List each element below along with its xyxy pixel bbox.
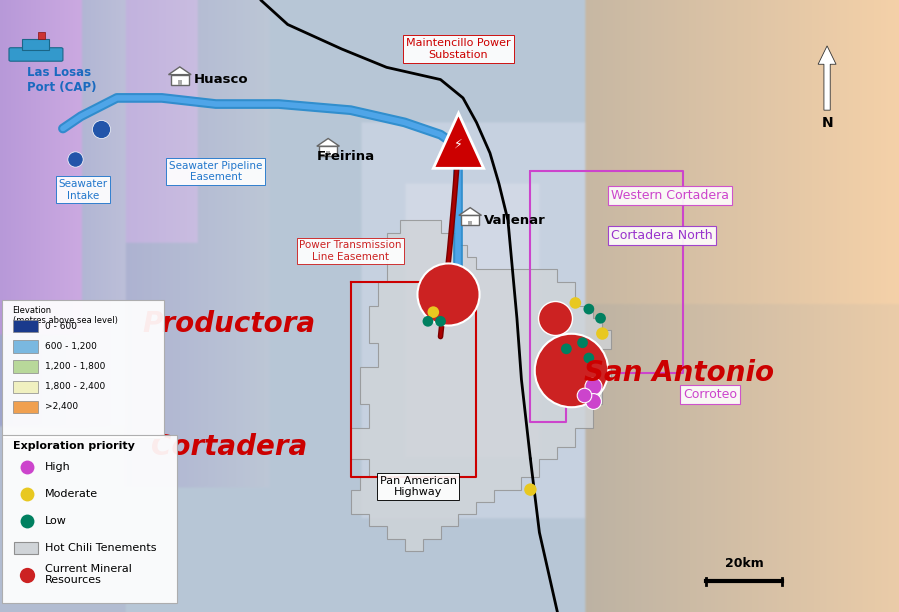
Text: Hot Chili Tenements: Hot Chili Tenements [45,543,156,553]
Point [547,313,562,323]
Text: Current Mineral
Resources: Current Mineral Resources [45,564,132,586]
Text: ⚡: ⚡ [454,137,463,151]
Text: Huasco: Huasco [193,73,248,86]
Point [582,353,596,363]
Point [586,396,601,406]
Point [564,365,578,375]
Point [441,289,455,299]
Point [433,316,448,326]
FancyBboxPatch shape [325,152,331,156]
Text: Cortadera: Cortadera [151,433,307,461]
Text: Seawater Pipeline
Easement: Seawater Pipeline Easement [169,160,263,182]
Point [586,381,601,390]
Point [559,344,574,354]
FancyBboxPatch shape [9,48,63,61]
Text: 0 - 600: 0 - 600 [45,322,77,330]
FancyBboxPatch shape [13,340,38,353]
Point [595,329,610,338]
FancyBboxPatch shape [13,320,38,332]
FancyBboxPatch shape [467,221,473,225]
Text: Vallenar: Vallenar [484,214,546,227]
Text: Western Cortadera: Western Cortadera [611,189,729,203]
FancyBboxPatch shape [461,215,479,225]
Polygon shape [458,207,482,215]
Point [568,298,583,308]
FancyArrow shape [818,46,836,110]
Text: Exploration priority: Exploration priority [13,441,135,450]
Polygon shape [168,67,191,75]
Text: Corroteo: Corroteo [683,388,737,401]
FancyBboxPatch shape [2,435,177,603]
FancyBboxPatch shape [22,39,49,50]
Point [593,313,608,323]
Point [426,307,441,317]
Point [577,390,592,400]
Text: 1,200 - 1,800: 1,200 - 1,800 [45,362,105,371]
Text: San Antonio: San Antonio [583,359,774,387]
Point [582,304,596,314]
Text: 20km: 20km [725,558,763,570]
Polygon shape [433,113,484,168]
FancyBboxPatch shape [177,80,182,84]
FancyBboxPatch shape [319,146,337,156]
Text: 1,800 - 2,400: 1,800 - 2,400 [45,382,105,391]
FancyBboxPatch shape [13,381,38,393]
Text: Productora: Productora [143,310,316,338]
Text: Low: Low [45,516,67,526]
FancyBboxPatch shape [171,75,189,84]
Text: Cortadera North: Cortadera North [611,229,713,242]
FancyBboxPatch shape [13,360,38,373]
Polygon shape [351,220,611,551]
FancyBboxPatch shape [2,300,164,438]
Text: 600 - 1,200: 600 - 1,200 [45,342,97,351]
Text: Las Losas
Port (CAP): Las Losas Port (CAP) [27,65,96,94]
Point [575,338,590,348]
FancyBboxPatch shape [14,542,38,554]
Text: Moderate: Moderate [45,489,98,499]
Text: N: N [822,116,832,130]
Polygon shape [316,138,340,146]
Text: Elevation
(metres above sea level): Elevation (metres above sea level) [13,306,118,326]
Point [421,316,435,326]
Point [523,485,538,494]
Text: Seawater
Intake: Seawater Intake [58,179,107,201]
FancyBboxPatch shape [38,32,45,39]
FancyBboxPatch shape [13,401,38,413]
Text: Freirina: Freirina [316,149,375,163]
Text: Maintencillo Power
Substation: Maintencillo Power Substation [406,38,511,60]
Text: High: High [45,462,71,472]
Text: >2,400: >2,400 [45,403,78,411]
Text: Power Transmission
Line Easement: Power Transmission Line Easement [299,240,402,262]
Text: Pan American
Highway: Pan American Highway [379,476,457,498]
